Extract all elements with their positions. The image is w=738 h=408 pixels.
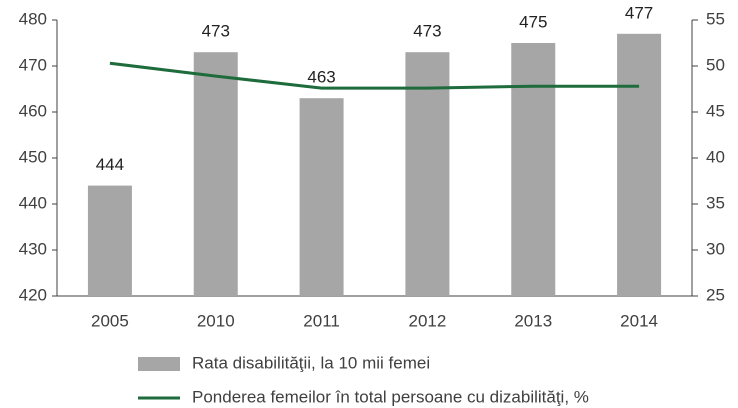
y-tick-label: 430 — [19, 239, 47, 258]
x-tick-label: 2011 — [303, 311, 340, 330]
y2-tick-label: 45 — [706, 101, 725, 120]
y-tick-label: 460 — [19, 101, 47, 120]
y-tick-label: 480 — [19, 9, 47, 28]
x-tick-label: 2012 — [409, 311, 447, 330]
data-label: 473 — [413, 22, 441, 41]
x-tick-label: 2014 — [620, 311, 658, 330]
data-label: 477 — [625, 3, 653, 22]
bar — [87, 185, 132, 296]
y-tick-label: 440 — [19, 193, 47, 212]
x-tick-label: 2005 — [91, 311, 129, 330]
y-tick-label: 470 — [19, 55, 47, 74]
line — [109, 61, 640, 90]
data-label: 473 — [202, 22, 230, 41]
y2-tick-label: 35 — [706, 193, 725, 212]
y2-tick-label: 30 — [706, 239, 725, 258]
bar — [617, 33, 662, 297]
y2-tick-label: 50 — [706, 55, 725, 74]
y-tick-label: 420 — [19, 285, 47, 304]
data-label: 463 — [307, 68, 335, 87]
legend-swatch — [138, 357, 180, 371]
legend-label: Ponderea femeilor în total persoane cu d… — [192, 387, 589, 406]
bar — [193, 52, 238, 297]
y2-tick-label: 55 — [706, 9, 725, 28]
bar — [405, 52, 450, 297]
legend-label: Rata disabilităţii, la 10 mii femei — [192, 353, 430, 372]
data-label: 444 — [96, 155, 124, 174]
x-tick-label: 2010 — [197, 311, 235, 330]
x-tick-label: 2013 — [514, 311, 552, 330]
y2-tick-label: 25 — [706, 285, 725, 304]
y2-tick-label: 40 — [706, 147, 725, 166]
bar — [299, 98, 344, 296]
bar — [511, 43, 556, 296]
data-label: 475 — [519, 12, 547, 31]
y-tick-label: 450 — [19, 147, 47, 166]
